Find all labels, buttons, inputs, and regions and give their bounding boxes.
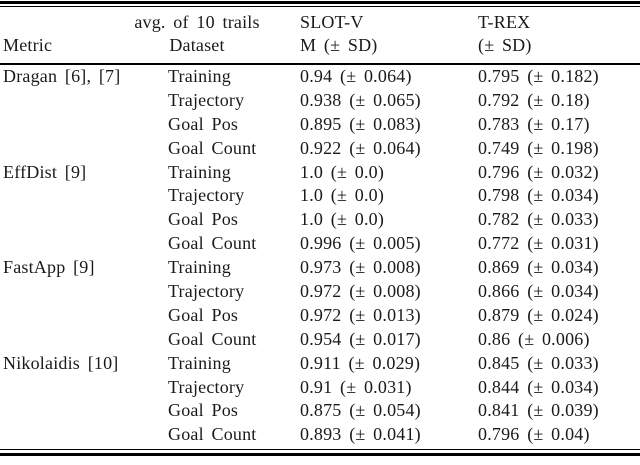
dataset-cell: Training (168, 161, 231, 182)
trex-value: 0.844 (± 0.034) (478, 376, 599, 397)
table-header: Metric avg. of 10 trails Dataset SLOT-V … (0, 7, 640, 63)
slotv-value: 1.0 (± 0.0) (300, 161, 385, 182)
dataset-cell: Goal Count (168, 137, 257, 158)
slotv-value: 0.973 (± 0.008) (300, 257, 421, 278)
trex-value: 0.792 (± 0.18) (478, 89, 590, 110)
trex-value: 0.783 (± 0.17) (478, 113, 590, 134)
dataset-cell: Training (168, 66, 231, 86)
header-trex-sub-label: (± SD) (478, 35, 532, 55)
header-trex-label: T-REX (478, 12, 531, 32)
slotv-value: 0.94 (± 0.064) (300, 66, 412, 86)
trex-value: 0.798 (± 0.034) (478, 185, 599, 206)
slotv-value: 0.972 (± 0.013) (300, 304, 421, 325)
dataset-cell: Goal Pos (168, 400, 239, 421)
header-slotv-sub-label: M (± SD) (300, 35, 378, 55)
slotv-value: 0.893 (± 0.041) (300, 424, 421, 445)
metric-cell: FastApp [9] (3, 257, 95, 278)
top-rule-outer (0, 1, 640, 4)
dataset-cell: Trajectory (168, 89, 245, 110)
dataset-cell: Goal Count (168, 424, 257, 445)
dataset-cell: Trajectory (168, 376, 245, 397)
header-col-metric: Metric (3, 11, 168, 57)
header-col-dataset: avg. of 10 trails Dataset (134, 11, 300, 57)
trex-value: 0.749 (± 0.198) (478, 137, 599, 158)
header-col-trex: T-REX (± SD) (478, 11, 640, 57)
header-slotv-label: SLOT-V (300, 12, 364, 32)
slotv-value: 1.0 (± 0.0) (300, 185, 385, 206)
trex-value: 0.879 (± 0.024) (478, 304, 599, 325)
metric-cell: Dragan [6], [7] (3, 66, 121, 86)
slotv-value: 0.91 (± 0.031) (300, 376, 412, 397)
slotv-value: 0.996 (± 0.005) (300, 233, 421, 254)
top-rule-inner (0, 6, 640, 7)
dataset-cell: Goal Count (168, 233, 257, 254)
metric-group-fastapp: FastApp [9] Training 0.973 (± 0.008) 0.8… (0, 256, 640, 352)
dataset-cell: Trajectory (168, 281, 245, 302)
slotv-value: 0.922 (± 0.064) (300, 137, 421, 158)
header-dataset-label: Dataset (169, 35, 225, 55)
trex-value: 0.866 (± 0.034) (478, 281, 599, 302)
slotv-value: 0.911 (± 0.029) (300, 352, 421, 373)
dataset-cell: Training (168, 352, 231, 373)
slotv-value: 1.0 (± 0.0) (300, 209, 385, 230)
header-metric-label: Metric (3, 35, 53, 55)
bottom-rule-outer (0, 453, 640, 457)
bottom-rule-inner (0, 449, 640, 451)
slotv-value: 0.972 (± 0.008) (300, 281, 421, 302)
trex-value: 0.796 (± 0.032) (478, 161, 599, 182)
trex-value: 0.845 (± 0.033) (478, 352, 599, 373)
trex-value: 0.86 (± 0.006) (478, 328, 590, 349)
trex-value: 0.841 (± 0.039) (478, 400, 599, 421)
metric-cell: Nikolaidis [10] (3, 352, 119, 373)
metric-group-nikolaidis: Nikolaidis [10] Training 0.911 (± 0.029)… (0, 352, 640, 448)
header-col-slotv: SLOT-V M (± SD) (300, 11, 478, 57)
dataset-cell: Goal Pos (168, 113, 239, 134)
slotv-value: 0.875 (± 0.054) (300, 400, 421, 421)
trex-value: 0.795 (± 0.182) (478, 66, 599, 86)
dataset-cell: Goal Pos (168, 304, 239, 325)
trex-value: 0.782 (± 0.033) (478, 209, 599, 230)
trex-value: 0.772 (± 0.031) (478, 233, 599, 254)
dataset-cell: Trajectory (168, 185, 245, 206)
metric-group-effdist: EffDist [9] Training 1.0 (± 0.0) 0.796 (… (0, 161, 640, 257)
metric-cell: EffDist [9] (3, 161, 87, 182)
slotv-value: 0.954 (± 0.017) (300, 328, 421, 349)
slotv-value: 0.938 (± 0.065) (300, 89, 421, 110)
dataset-cell: Goal Pos (168, 209, 239, 230)
header-avg-trails-label: avg. of 10 trails (134, 12, 260, 32)
header-rule (0, 63, 640, 65)
header-dataset-block: avg. of 10 trails Dataset (127, 11, 267, 57)
dataset-cell: Training (168, 257, 231, 278)
trex-value: 0.869 (± 0.034) (478, 257, 599, 278)
dataset-cell: Goal Count (168, 328, 257, 349)
slotv-value: 0.895 (± 0.083) (300, 113, 421, 134)
metric-group-dragan: Dragan [6], [7] Training 0.94 (± 0.064) … (0, 65, 640, 161)
trex-value: 0.796 (± 0.04) (478, 424, 590, 445)
